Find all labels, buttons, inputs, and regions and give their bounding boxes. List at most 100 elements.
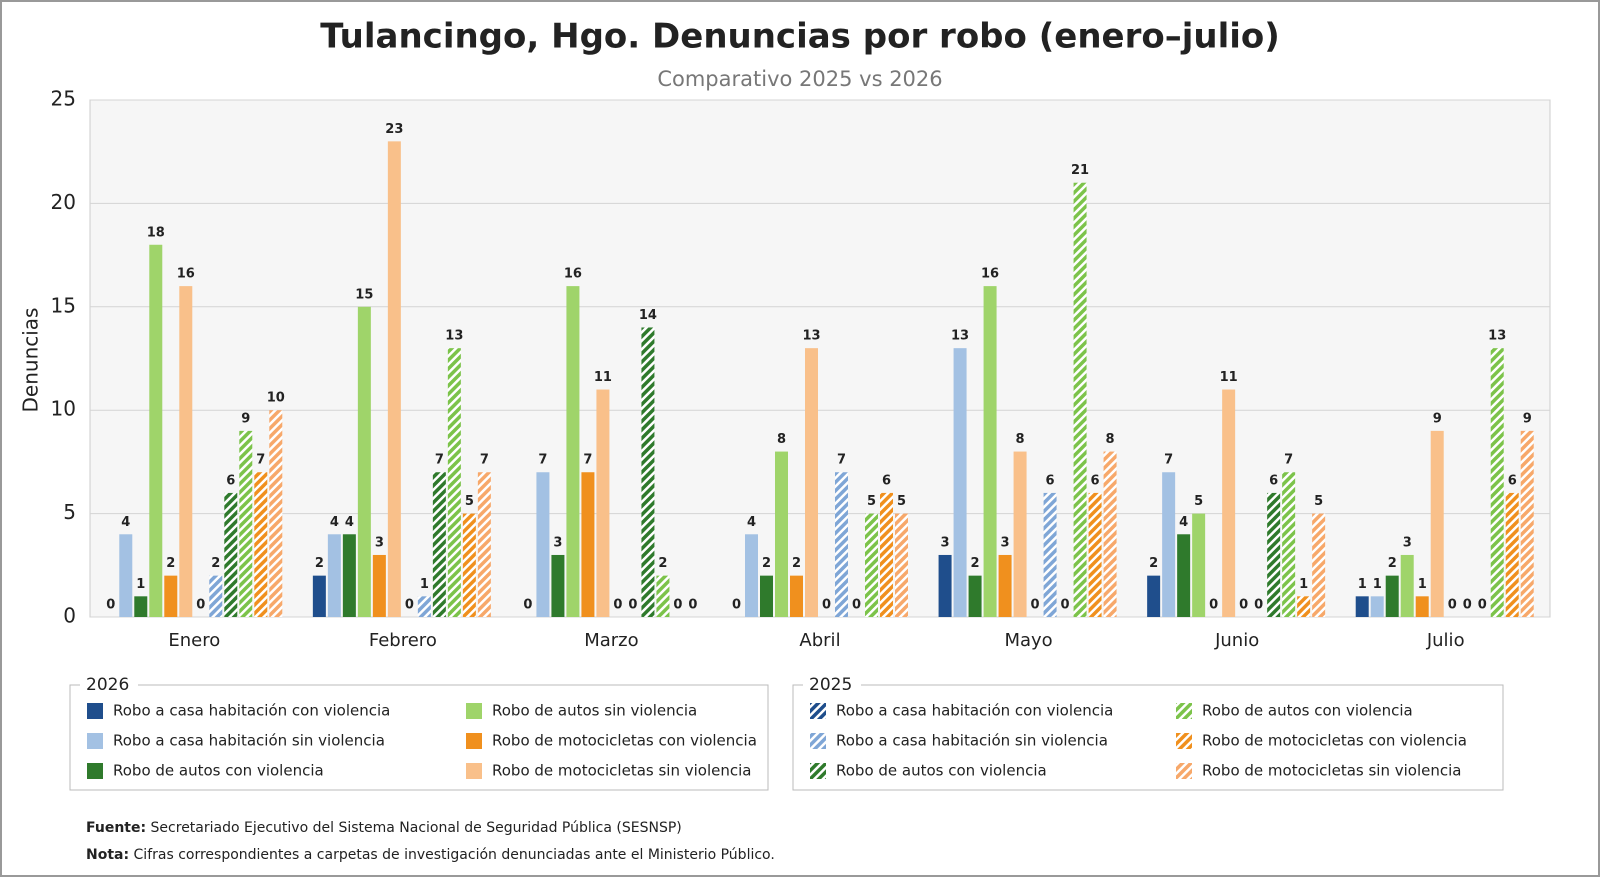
data-label: 0: [822, 598, 831, 613]
bar: [775, 451, 788, 617]
legend-label: Robo de autos con violencia: [836, 762, 1047, 780]
data-label: 21: [1071, 163, 1089, 178]
data-label: 16: [981, 267, 999, 282]
data-label: 13: [445, 329, 463, 344]
bar: [1355, 596, 1369, 617]
legend-swatch: [1176, 703, 1192, 719]
legend-label: Robo de motocicletas con violencia: [1202, 732, 1467, 750]
bar: [134, 596, 148, 617]
bar: [1297, 596, 1311, 617]
legend-label: Robo a casa habitación sin violencia: [836, 732, 1108, 750]
data-label: 13: [802, 329, 820, 344]
bar: [179, 286, 193, 617]
legend-label: Robo de motocicletas sin violencia: [492, 762, 751, 780]
bar: [1147, 575, 1161, 617]
data-label: 0: [688, 598, 697, 613]
data-label: 18: [147, 225, 165, 240]
data-label: 11: [594, 370, 612, 385]
data-label: 2: [315, 556, 324, 571]
data-label: 7: [480, 453, 489, 468]
y-tick-label: 0: [63, 604, 76, 628]
bar: [1490, 348, 1504, 617]
legend-swatch: [466, 733, 482, 749]
bar: [656, 575, 670, 617]
data-label: 0: [628, 598, 637, 613]
data-label: 2: [211, 556, 220, 571]
bar: [1312, 513, 1326, 617]
data-label: 8: [1106, 432, 1115, 447]
legend-box: [792, 684, 1504, 791]
legend-swatch: [466, 703, 482, 719]
bar: [269, 410, 283, 617]
data-label: 0: [196, 598, 205, 613]
data-label: 0: [1254, 598, 1263, 613]
data-label: 0: [1061, 598, 1070, 613]
data-label: 2: [971, 556, 980, 571]
data-label: 5: [1314, 494, 1323, 509]
data-label: 3: [375, 535, 384, 550]
bar: [1415, 596, 1429, 617]
chart-title: Tulancingo, Hgo. Denuncias por robo (ene…: [320, 17, 1280, 57]
x-tick-label: Junio: [1214, 630, 1259, 651]
bar: [835, 472, 848, 617]
data-label: 4: [747, 515, 756, 530]
data-label: 1: [136, 577, 145, 592]
data-label: 0: [852, 598, 861, 613]
data-label: 4: [121, 515, 130, 530]
x-tick-label: Febrero: [369, 630, 437, 651]
data-label: 0: [673, 598, 682, 613]
bar: [224, 492, 238, 617]
bar: [327, 534, 341, 617]
legend-swatch: [87, 733, 103, 749]
legend-swatch: [1176, 763, 1192, 779]
bar: [895, 513, 908, 617]
bar: [312, 575, 326, 617]
bar: [1088, 492, 1102, 617]
data-label: 7: [837, 453, 846, 468]
bar: [880, 492, 893, 617]
legend-swatch: [1176, 733, 1192, 749]
data-label: 4: [1179, 515, 1188, 530]
bar: [1192, 513, 1206, 617]
data-label: 13: [951, 329, 969, 344]
y-tick-label: 10: [51, 397, 76, 421]
note: Nota: Cifras correspondientes a carpetas…: [86, 847, 775, 863]
x-tick-label: Julio: [1426, 630, 1465, 651]
data-label: 5: [897, 494, 906, 509]
legend-title-bg: [803, 675, 861, 695]
x-tick-label: Enero: [168, 630, 220, 651]
bar: [1430, 430, 1444, 617]
data-label: 0: [1478, 598, 1487, 613]
legend-title-bg: [80, 675, 138, 695]
data-label: 0: [1239, 598, 1248, 613]
legend-swatch: [810, 763, 826, 779]
y-tick-label: 25: [51, 87, 76, 111]
bar: [432, 472, 446, 617]
data-label: 1: [1373, 577, 1382, 592]
data-label: 13: [1488, 329, 1506, 344]
bar: [551, 554, 565, 617]
bar: [1222, 389, 1236, 617]
bar: [1520, 430, 1534, 617]
data-label: 7: [1284, 453, 1293, 468]
legend-label: Robo de autos con violencia: [113, 762, 324, 780]
data-label: 1: [1418, 577, 1427, 592]
data-label: 2: [1149, 556, 1158, 571]
legend-title: 2026: [86, 675, 129, 695]
bar: [566, 286, 580, 617]
data-label: 15: [355, 287, 373, 302]
data-label: 6: [882, 473, 891, 488]
chart-subtitle: Comparativo 2025 vs 2026: [657, 67, 942, 91]
bar: [209, 575, 223, 617]
legend-title: 2025: [809, 675, 852, 695]
data-label: 1: [1358, 577, 1367, 592]
bar: [239, 430, 253, 617]
data-label: 3: [553, 535, 562, 550]
bar: [581, 472, 595, 617]
legend-swatch: [466, 763, 482, 779]
data-label: 9: [1433, 411, 1442, 426]
bar: [1267, 492, 1281, 617]
bar: [462, 513, 476, 617]
data-label: 0: [1463, 598, 1472, 613]
